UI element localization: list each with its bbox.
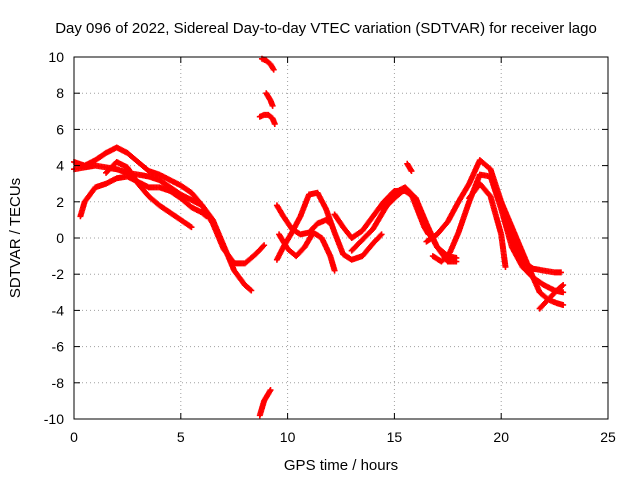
data-point xyxy=(331,267,338,274)
y-tick-label: -4 xyxy=(52,302,65,318)
series-track-11 xyxy=(276,229,338,274)
data-point xyxy=(378,231,385,238)
data-point xyxy=(560,282,567,289)
x-tick-label: 20 xyxy=(493,429,509,445)
data-point xyxy=(269,102,276,109)
y-tick-label: 4 xyxy=(56,158,64,174)
x-tick-label: 10 xyxy=(280,429,296,445)
y-tick-label: 0 xyxy=(56,230,64,246)
x-tick-label: 0 xyxy=(70,429,78,445)
chart-title: Day 096 of 2022, Sidereal Day-to-day VTE… xyxy=(55,20,597,37)
data-point xyxy=(260,243,267,250)
y-tick-label: 8 xyxy=(56,85,64,101)
data-point xyxy=(502,263,509,270)
y-tick-label: 10 xyxy=(48,49,64,65)
data-point xyxy=(187,223,194,230)
y-tick-label: 6 xyxy=(56,121,64,137)
series-track-18 xyxy=(466,180,509,270)
data-point xyxy=(271,120,278,127)
series-track-5 xyxy=(256,387,274,419)
data-point xyxy=(261,242,268,249)
x-tick-label: 25 xyxy=(600,429,616,445)
y-tick-label: -10 xyxy=(44,411,64,427)
series-track-7 xyxy=(263,90,276,109)
data-point xyxy=(408,168,415,175)
data-point xyxy=(560,301,567,308)
series-track-19 xyxy=(498,198,567,308)
series-track-3 xyxy=(77,173,210,220)
data-point xyxy=(267,387,274,394)
y-tick-label: -8 xyxy=(52,375,65,391)
axis-ticks: 0 5 10 15 20 25 -10 -8 -6 -4 -2 0 2 4 6 8 10 xyxy=(44,49,616,445)
series-track-8 xyxy=(256,111,278,127)
series-track-2 xyxy=(71,162,255,294)
series-track-14 xyxy=(404,160,415,175)
y-tick-label: 2 xyxy=(56,194,64,210)
data-point xyxy=(560,289,567,296)
data-point xyxy=(248,287,255,294)
y-axis-label: SDTVAR / TECUs xyxy=(7,178,24,298)
data-point xyxy=(202,212,209,219)
data-point xyxy=(558,269,565,276)
series-track-20 xyxy=(536,282,567,312)
series-track-4 xyxy=(103,158,195,231)
y-tick-label: -2 xyxy=(52,266,65,282)
y-tick-label: -6 xyxy=(52,339,65,355)
series-track-15 xyxy=(380,186,432,238)
data-point xyxy=(270,66,277,73)
data-point xyxy=(559,282,566,289)
data-point xyxy=(327,220,334,227)
x-axis-label: GPS time / hours xyxy=(284,457,398,474)
data-points xyxy=(71,55,567,419)
data-point xyxy=(247,286,254,293)
x-tick-label: 5 xyxy=(177,429,185,445)
series-track-6 xyxy=(258,55,277,73)
x-tick-label: 15 xyxy=(387,429,403,445)
data-point xyxy=(377,232,384,239)
data-point xyxy=(203,213,210,220)
data-point xyxy=(453,254,460,261)
data-point xyxy=(326,219,333,226)
data-point xyxy=(425,231,432,238)
data-point xyxy=(188,224,195,231)
